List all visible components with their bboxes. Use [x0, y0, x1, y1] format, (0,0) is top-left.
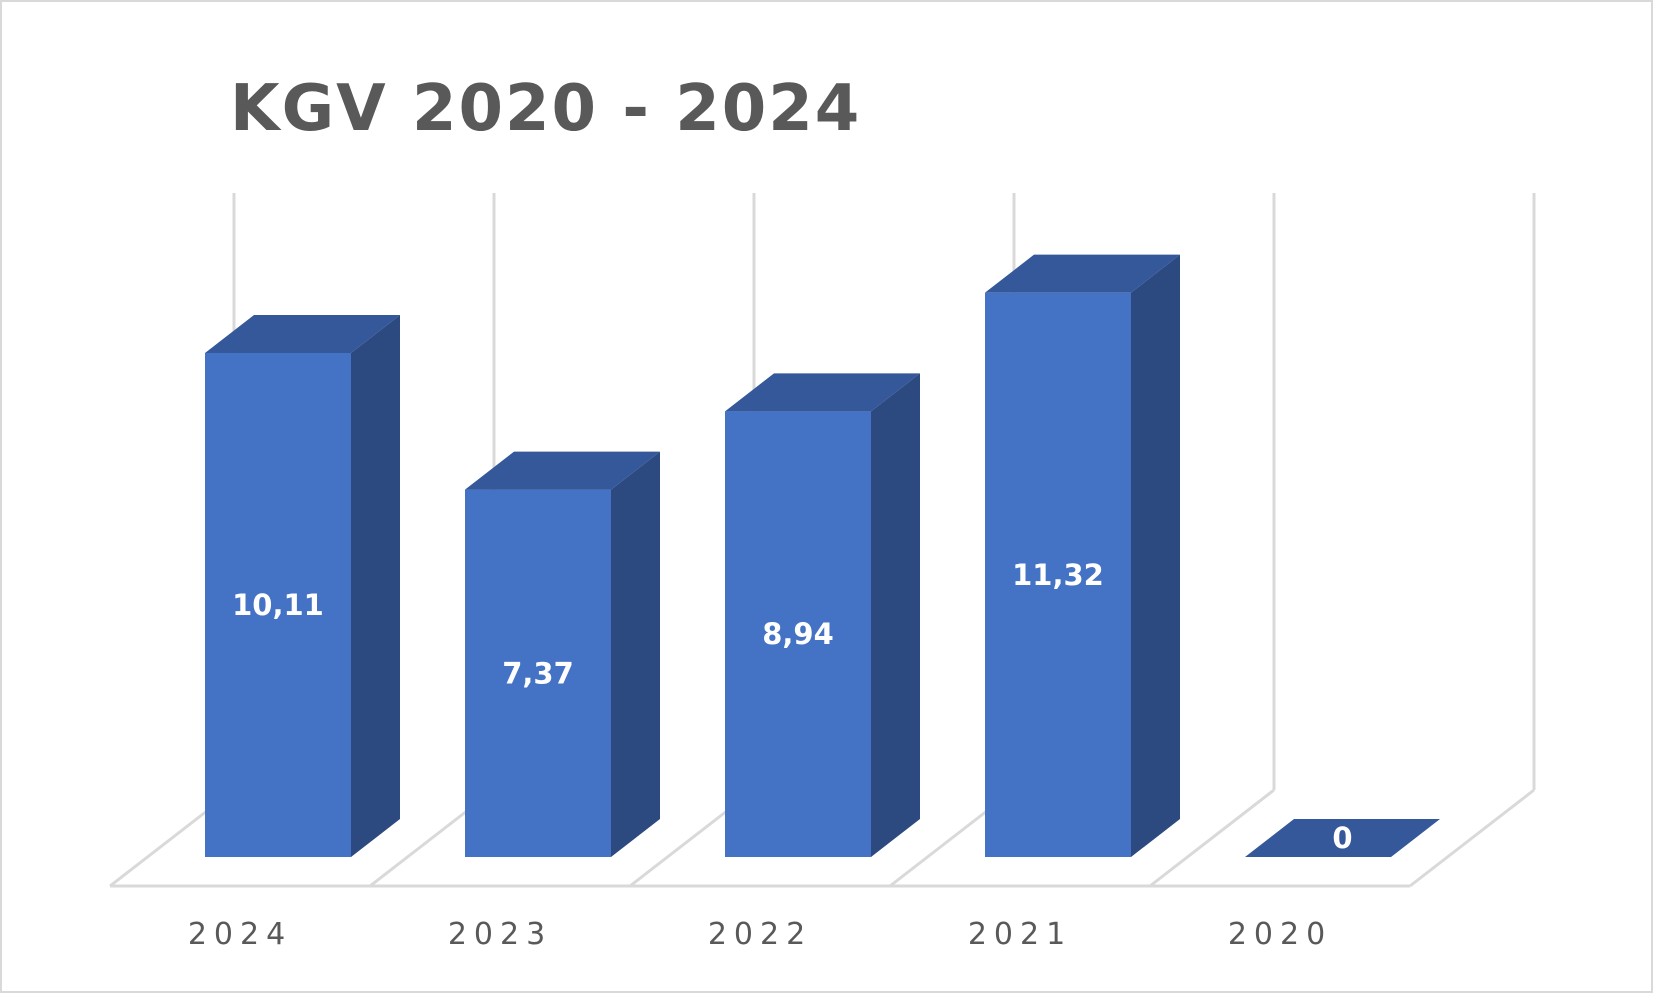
- data-label: 11,32: [1012, 558, 1104, 592]
- bar-top: [725, 373, 920, 412]
- bar-top: [985, 254, 1180, 293]
- bar-side: [1131, 254, 1180, 858]
- bar-side: [871, 373, 920, 857]
- data-label: 8,94: [762, 617, 834, 651]
- bar-top: [205, 315, 400, 353]
- floor-line: [1149, 788, 1275, 888]
- bar-top: [1245, 819, 1440, 857]
- x-tick-label: 2021: [968, 917, 1072, 952]
- x-tick-label: 2020: [1228, 917, 1332, 952]
- data-label: 0: [1332, 821, 1352, 855]
- bar-front: [985, 292, 1131, 857]
- bar-side: [351, 315, 400, 857]
- data-label: 10,11: [232, 588, 324, 622]
- bar-front: [205, 353, 351, 857]
- bar-front: [725, 411, 871, 857]
- bar-front: [465, 489, 611, 857]
- x-tick-label: 2022: [708, 917, 812, 952]
- floor-line: [1409, 788, 1535, 888]
- chart-title: KGV 2020 - 2024: [230, 72, 862, 146]
- x-tick-label: 2024: [188, 917, 292, 952]
- data-label: 7,37: [502, 656, 574, 690]
- bar-side: [611, 451, 660, 857]
- x-tick-label: 2023: [448, 917, 552, 952]
- bar-top: [465, 451, 660, 490]
